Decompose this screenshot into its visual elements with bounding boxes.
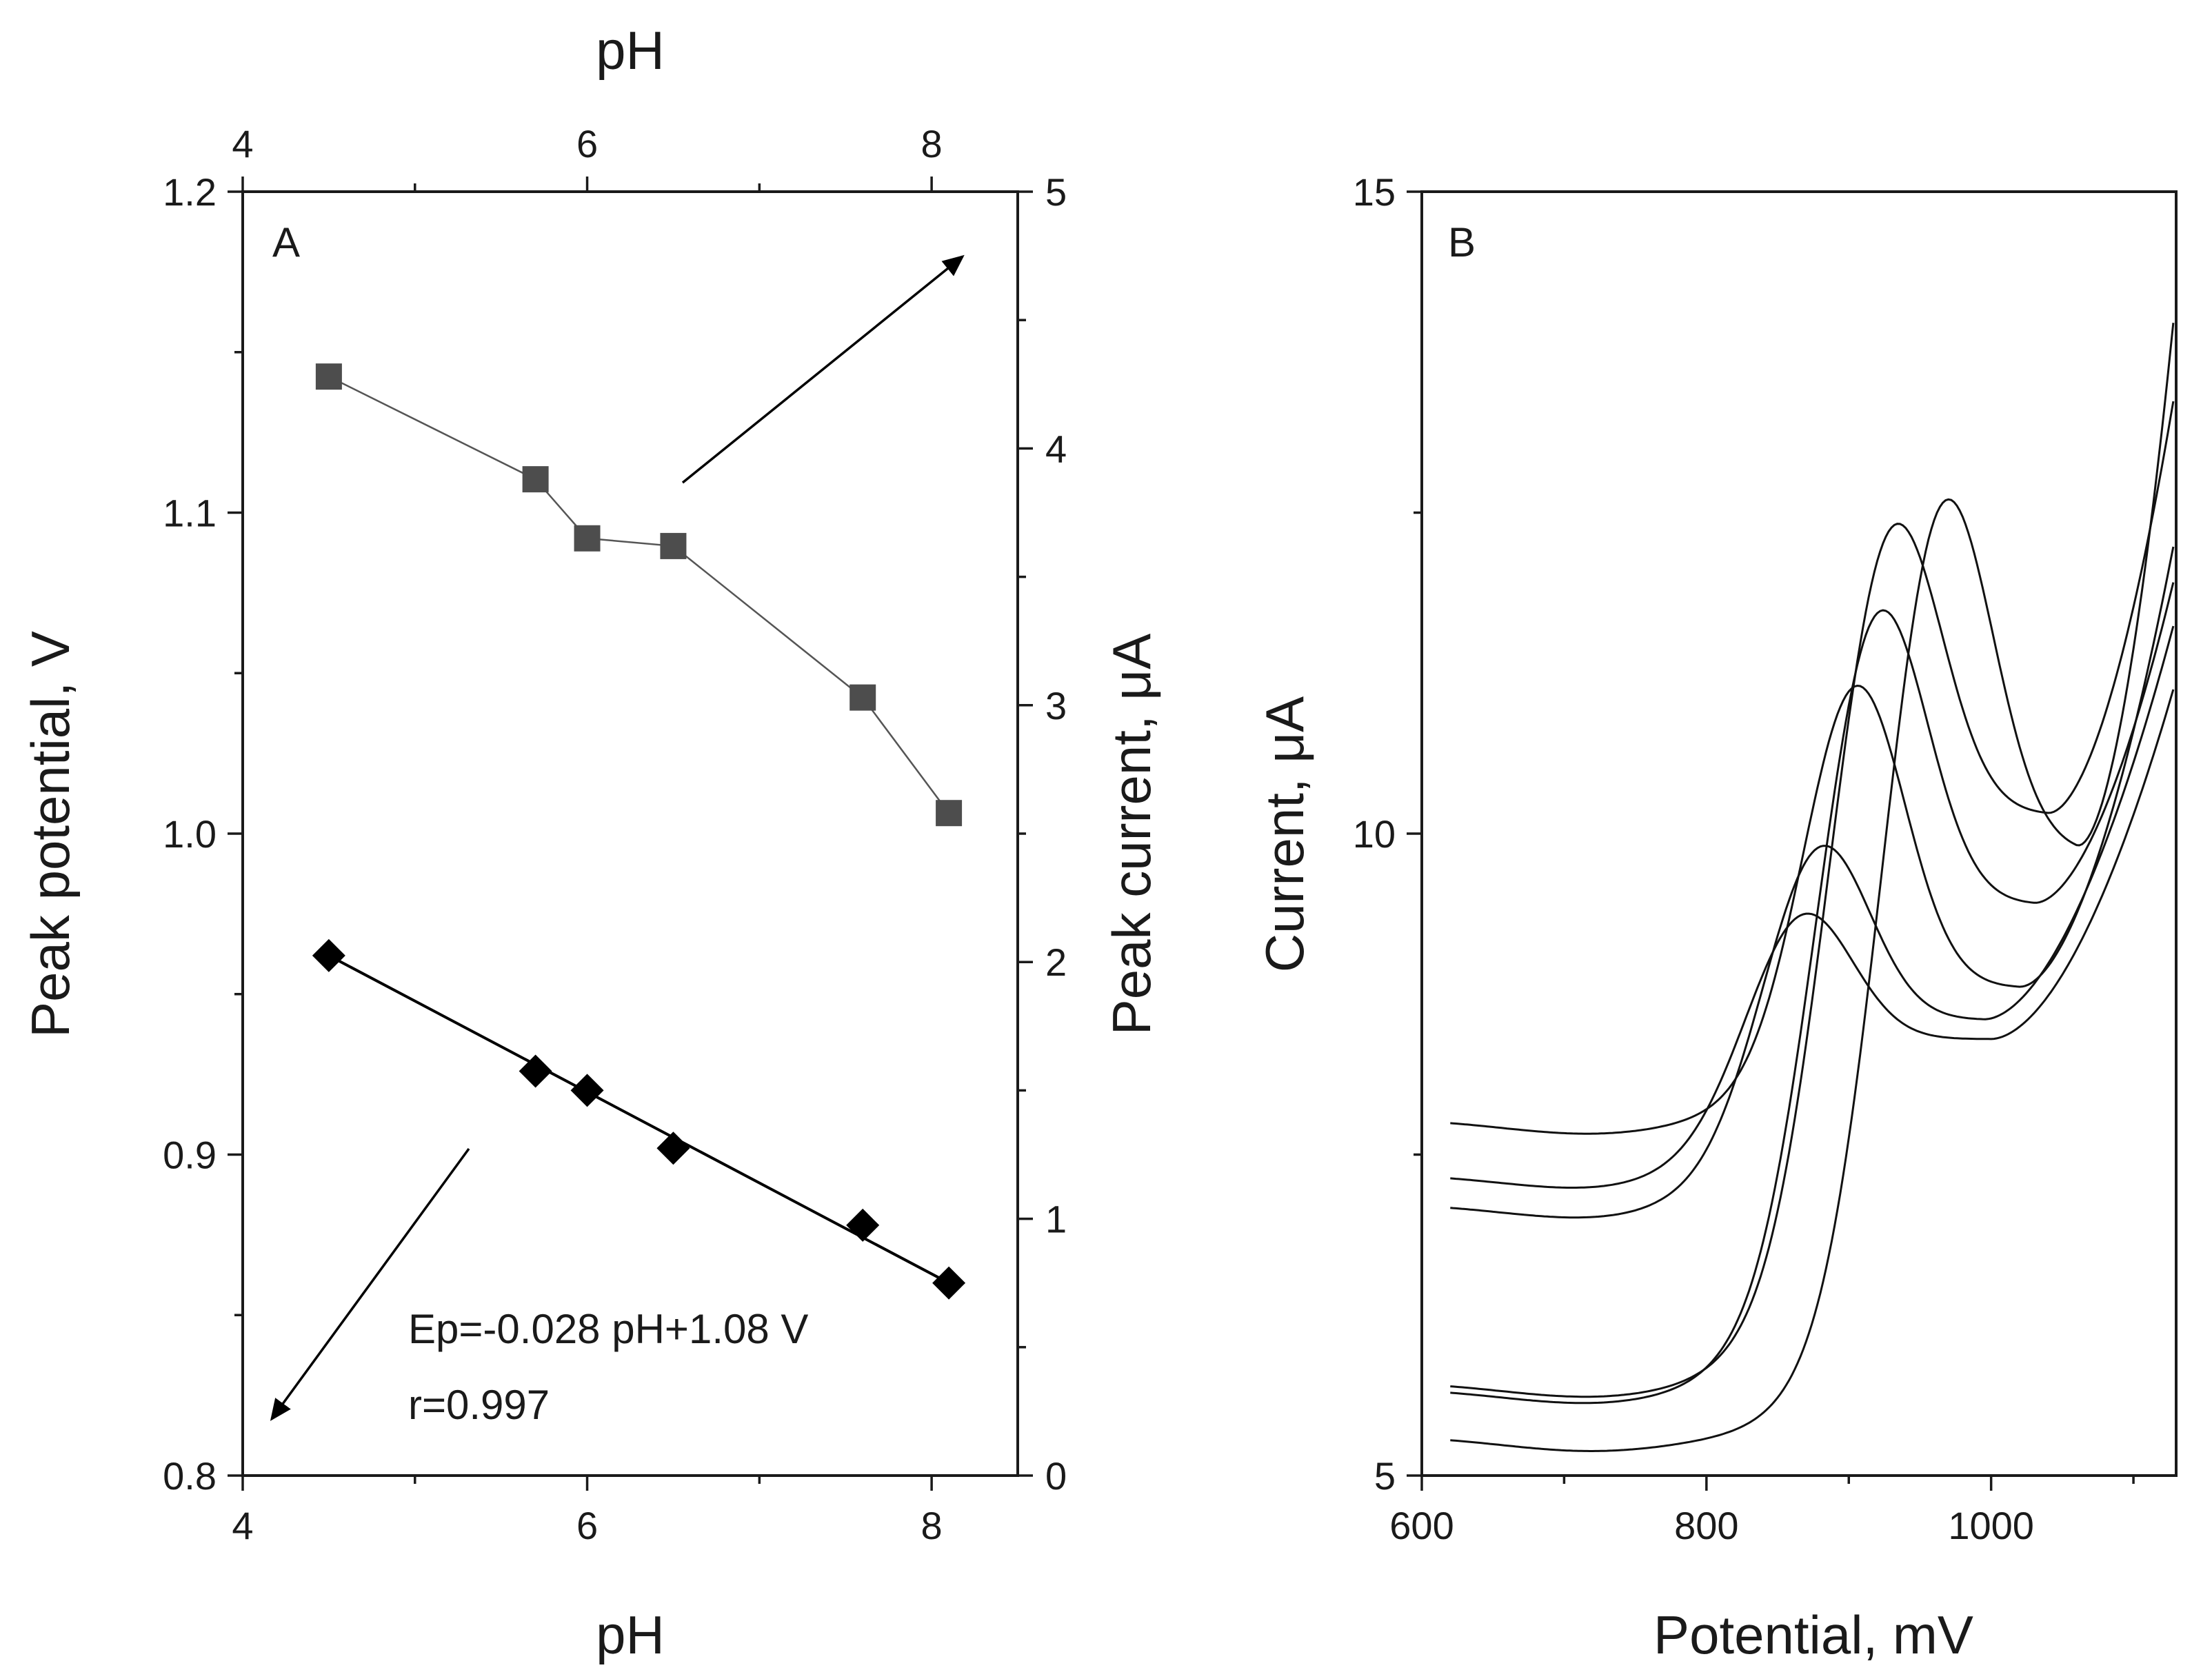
peak-potential-point — [846, 1208, 880, 1242]
b-y-tick-label: 10 — [1353, 812, 1396, 856]
y-right-tick-label: 2 — [1045, 940, 1067, 984]
y-right-tick-label: 0 — [1045, 1454, 1067, 1498]
fit-equation: Ep=-0.028 pH+1.08 V — [408, 1306, 808, 1352]
x-top-tick-label: 8 — [921, 122, 943, 165]
voltammogram-curve — [1450, 625, 2175, 1219]
x-top-tick-label: 6 — [576, 122, 598, 165]
peak-current-point — [315, 363, 342, 390]
panel-b-frame — [1420, 190, 2178, 1477]
panel-b-y-title: Current, μA — [1254, 696, 1315, 972]
panel-b-plot — [1450, 323, 2175, 1452]
panel-a: 4 6 8 4 6 8 0.8 0.9 1.0 1.1 1.2 0 1 2 3 4 5 A Ep=-0.028 … — [20, 20, 1162, 1665]
peak-current-line — [328, 376, 950, 814]
panel-b-label: B — [1448, 219, 1476, 265]
arrow-to-left-axis — [270, 1147, 470, 1421]
panel-a-y-right-title: Peak current, μA — [1101, 634, 1162, 1036]
y-left-tick-label: 1.1 — [163, 492, 217, 535]
peak-potential-point — [932, 1266, 966, 1300]
b-x-tick-label: 600 — [1389, 1504, 1454, 1547]
fit-line — [328, 954, 950, 1285]
y-left-tick-label: 0.9 — [163, 1134, 217, 1177]
x-bottom-tick-label: 6 — [576, 1504, 598, 1547]
peak-potential-point — [570, 1074, 604, 1107]
y-left-tick-label: 0.8 — [163, 1454, 217, 1498]
panel-a-x-bottom-title: pH — [596, 1604, 665, 1665]
peak-potential-point — [312, 938, 345, 972]
y-left-tick-label: 1.0 — [163, 812, 217, 856]
panel-a-plot — [270, 254, 966, 1421]
x-top-tick-label: 4 — [232, 122, 253, 165]
peak-potential-point — [519, 1054, 552, 1088]
arrow-to-right-axis — [681, 254, 965, 484]
fit-correlation: r=0.997 — [408, 1382, 550, 1428]
panel-a-ticks: 4 6 8 4 6 8 0.8 0.9 1.0 1.1 1.2 0 1 2 3 4 5 — [163, 122, 1067, 1547]
y-right-tick-label: 5 — [1045, 170, 1067, 214]
y-right-tick-label: 1 — [1045, 1198, 1067, 1241]
voltammogram-curve — [1450, 401, 2175, 1398]
b-x-tick-label: 1000 — [1948, 1504, 2034, 1547]
peak-current-point — [522, 466, 549, 493]
y-right-tick-label: 4 — [1045, 427, 1067, 470]
peak-current-point — [849, 684, 876, 711]
panel-b-x-title: Potential, mV — [1653, 1604, 1973, 1665]
panel-a-x-top-title: pH — [596, 20, 665, 81]
voltammogram-curve — [1450, 323, 2175, 1452]
peak-current-point — [936, 800, 963, 827]
y-left-tick-label: 1.2 — [163, 170, 217, 214]
voltammogram-curve — [1450, 582, 2175, 1405]
x-bottom-tick-label: 8 — [921, 1504, 943, 1547]
panel-b: 600 800 1000 5 10 15 B Potential, mV Current,… — [1254, 170, 2178, 1665]
y-right-tick-label: 3 — [1045, 684, 1067, 727]
b-x-tick-label: 800 — [1674, 1504, 1738, 1547]
peak-current-point — [660, 532, 687, 559]
voltammogram-curve — [1450, 689, 2175, 1189]
peak-potential-point — [656, 1131, 690, 1165]
b-y-tick-label: 5 — [1374, 1454, 1396, 1498]
b-y-tick-label: 15 — [1353, 170, 1396, 214]
panel-a-y-left-title: Peak potential, V — [20, 631, 81, 1038]
x-bottom-tick-label: 4 — [232, 1504, 253, 1547]
peak-current-point — [574, 525, 601, 552]
panel-a-label: A — [272, 219, 300, 265]
voltammogram-curve — [1450, 546, 2175, 1135]
panel-b-ticks: 600 800 1000 5 10 15 — [1353, 170, 2135, 1547]
panel-a-frame — [241, 190, 1019, 1477]
